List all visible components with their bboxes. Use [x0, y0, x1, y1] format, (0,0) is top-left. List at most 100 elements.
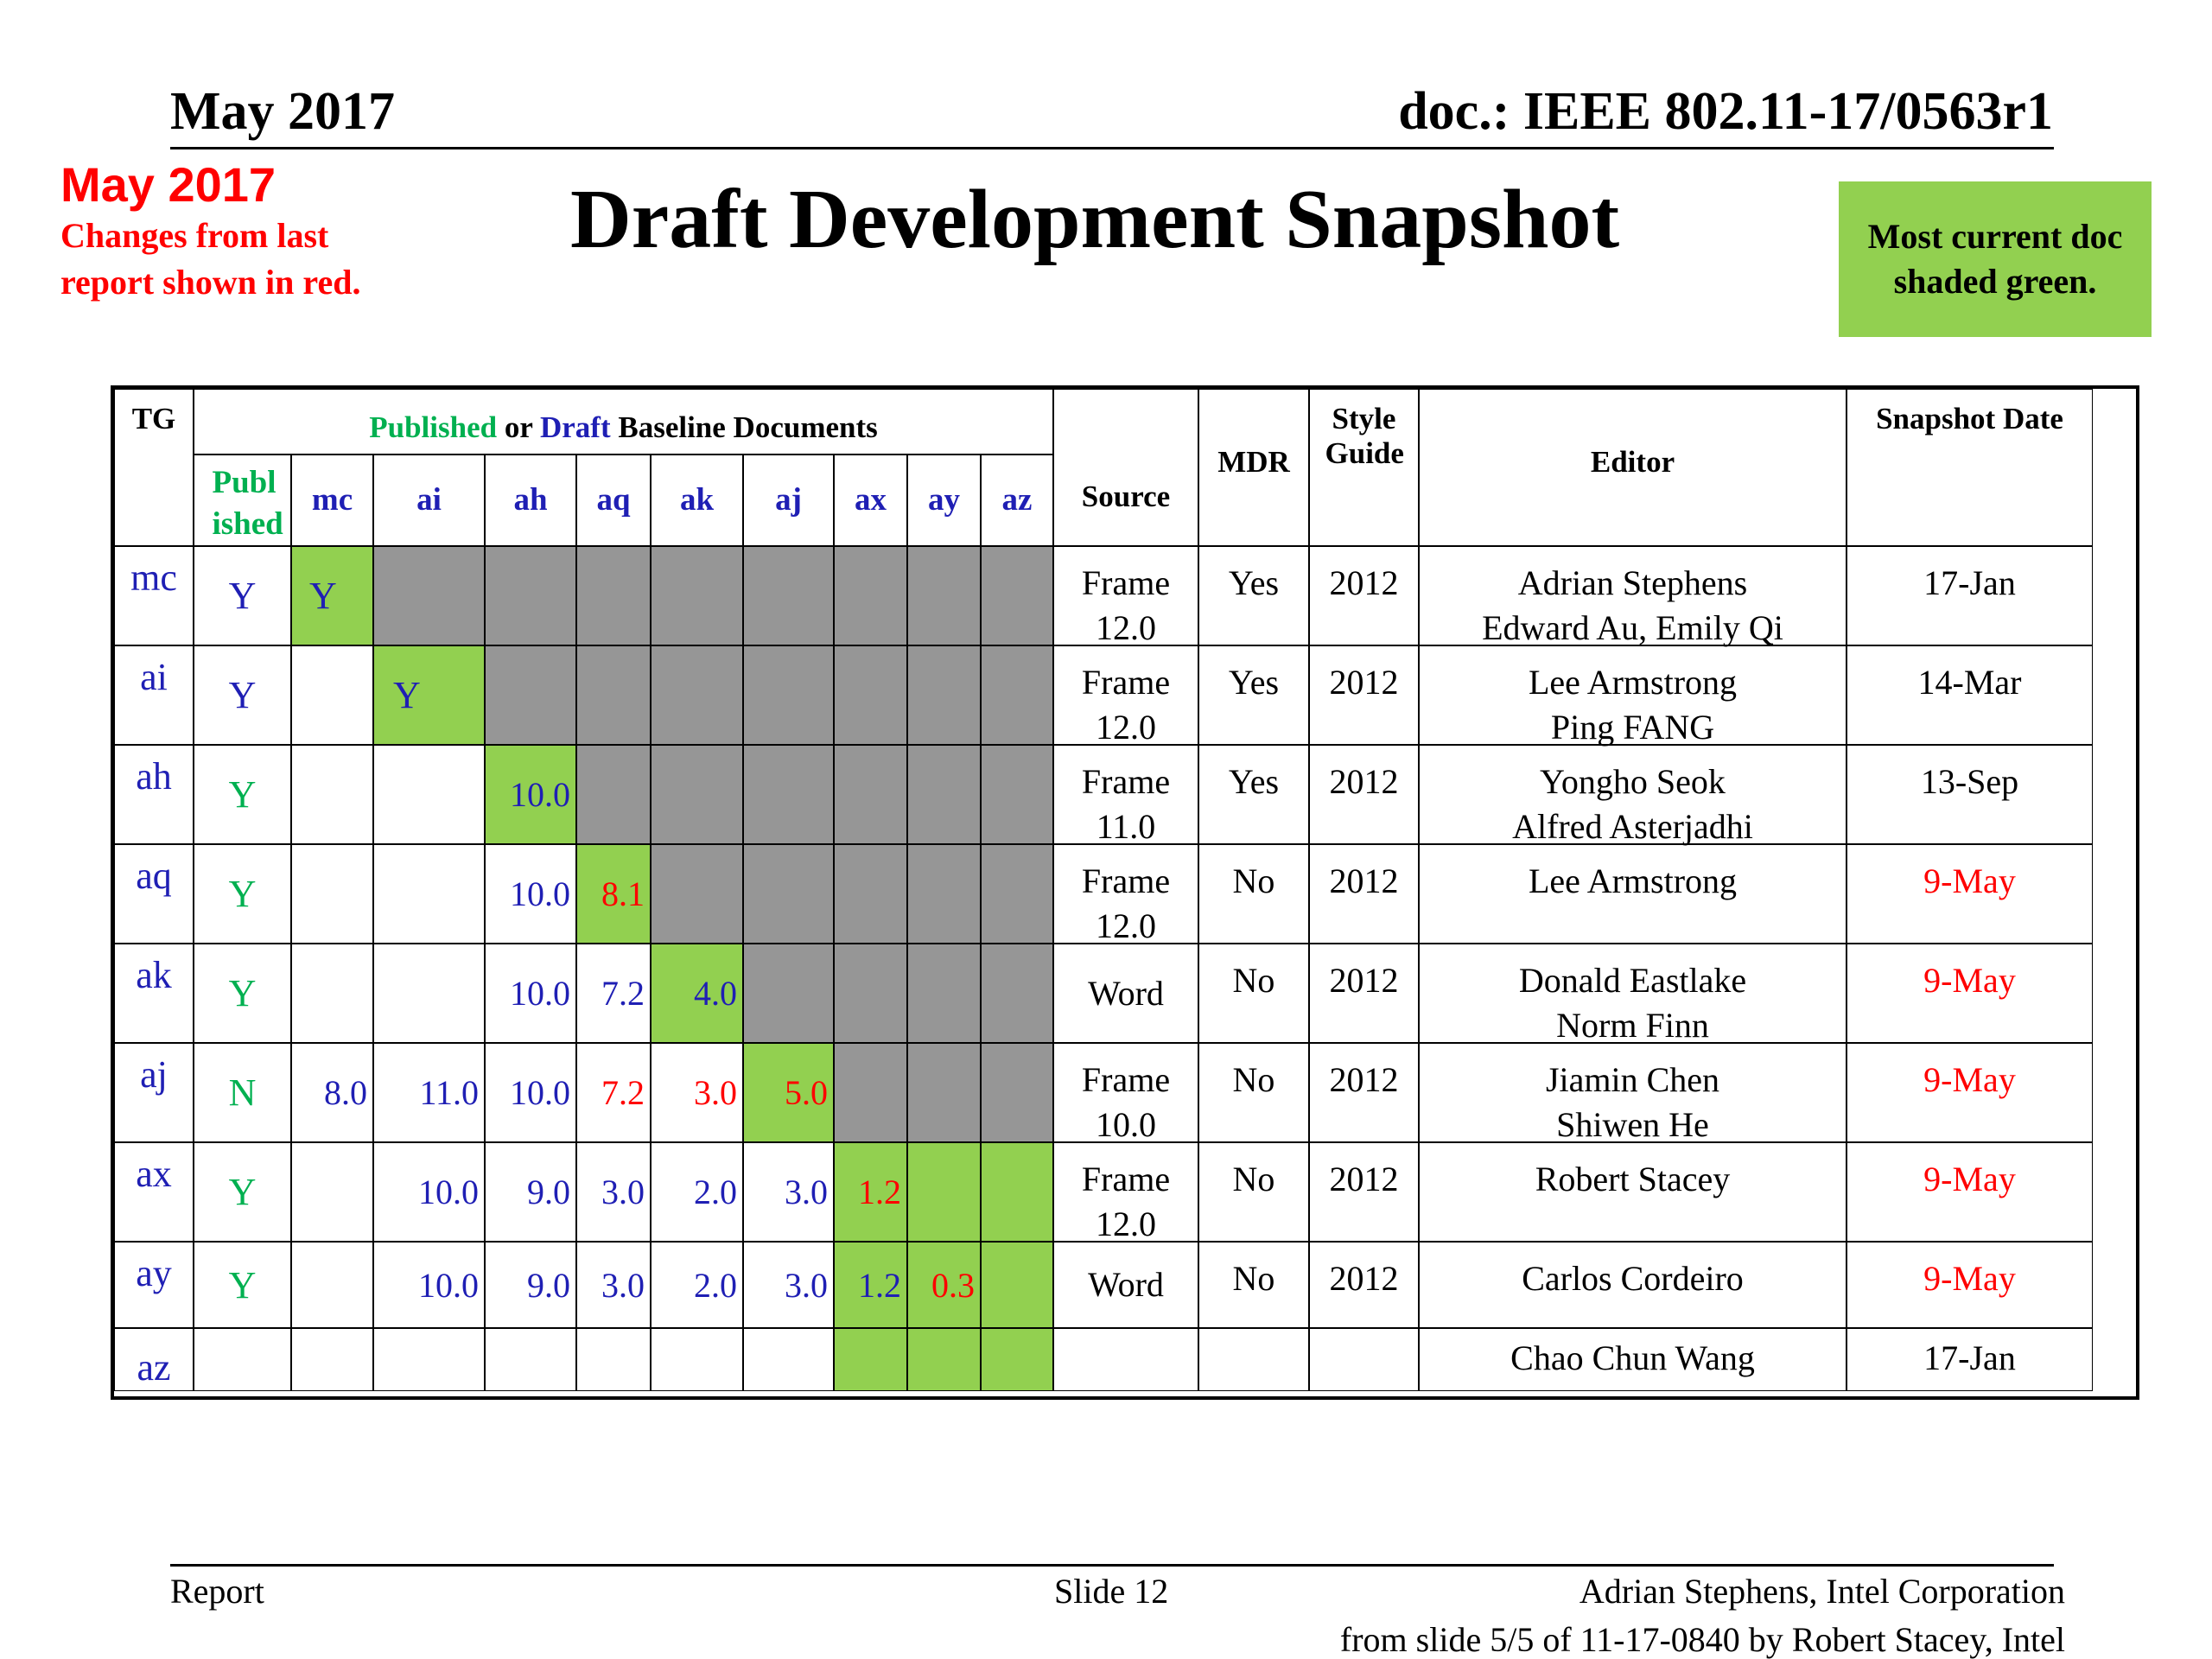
row-aj-tg-text: aj	[140, 1053, 168, 1096]
footer-left: Report	[170, 1572, 264, 1611]
row-mc-source-text: Frame 12.0	[1081, 563, 1171, 647]
row-mc-mdr-text: Yes	[1228, 563, 1280, 602]
row-ay-col-aj: 3.0	[743, 1242, 834, 1328]
row-aq-style-guide-text: 2012	[1329, 861, 1399, 900]
row-ay-source: Word	[1053, 1242, 1198, 1328]
row-mc-col-ak	[651, 546, 743, 645]
row-aq-snapshot-date-text: 9-May	[1923, 861, 2016, 900]
row-aq-editor-text: Lee Armstrong	[1528, 861, 1738, 900]
row-ax-tg-text: ax	[136, 1153, 172, 1195]
row-ak-editor: Donald Eastlake Norm Finn	[1419, 944, 1847, 1045]
row-aq-published: Y	[194, 844, 291, 944]
row-ai-source-text: Frame 12.0	[1081, 663, 1171, 747]
snapshot-table: TG Published or Draft Baseline Documents P…	[111, 385, 2139, 1400]
header-col-ak-text: ak	[679, 482, 715, 518]
row-ak-mdr: No	[1198, 944, 1309, 1043]
row-aj-source: Frame 10.0	[1053, 1043, 1198, 1144]
row-aq-style-guide: 2012	[1309, 844, 1419, 944]
row-ai-style-guide-text: 2012	[1329, 663, 1399, 702]
row-aq-col-aq-text: 8.1	[601, 874, 645, 913]
row-ax-col-ay	[907, 1142, 981, 1242]
row-aq-col-ay	[907, 844, 981, 944]
row-ak-tg: ak	[114, 944, 194, 1043]
row-ai-published: Y	[194, 645, 291, 745]
header-mdr-text: MDR	[1217, 445, 1290, 479]
row-ah-mdr: Yes	[1198, 745, 1309, 844]
header-col-mc: mc	[291, 454, 373, 546]
row-aq-mdr: No	[1198, 844, 1309, 944]
row-ay-published: Y	[194, 1242, 291, 1328]
row-aq-col-ax	[834, 844, 907, 944]
header-editor: Editor	[1419, 389, 1847, 546]
row-mc-source: Frame 12.0	[1053, 546, 1198, 647]
row-aq-source: Frame 12.0	[1053, 844, 1198, 945]
row-aq-col-aj	[743, 844, 834, 944]
row-ax-col-mc	[291, 1142, 373, 1242]
row-ax-snapshot-date: 9-May	[1847, 1142, 2093, 1242]
row-ak-col-ai	[373, 944, 485, 1043]
row-ax-col-ak-text: 2.0	[694, 1173, 737, 1211]
row-mc-col-az	[981, 546, 1053, 645]
row-ax-published-text: Y	[228, 1171, 257, 1213]
row-mc-editor: Adrian Stephens Edward Au, Emily Qi	[1419, 546, 1847, 647]
row-ay-mdr: No	[1198, 1242, 1309, 1328]
row-aj-col-ai: 11.0	[373, 1043, 485, 1142]
header-published-text: Publ ished	[212, 465, 283, 542]
header-mdr: MDR	[1198, 389, 1309, 546]
row-mc-col-aq	[576, 546, 651, 645]
header-editor-text: Editor	[1590, 445, 1675, 479]
row-ax-col-aj: 3.0	[743, 1142, 834, 1242]
header-snapshot-date: Snapshot Date	[1847, 389, 2093, 546]
row-ai-col-ak	[651, 645, 743, 745]
row-aj-col-aj-text: 5.0	[785, 1073, 828, 1112]
row-ai-snapshot-date: 14-Mar	[1847, 645, 2093, 745]
row-aj-editor-text: Jiamin Chen Shiwen He	[1545, 1060, 1720, 1144]
header-divider	[170, 147, 2054, 149]
row-ak-published: Y	[194, 944, 291, 1043]
row-ak-style-guide: 2012	[1309, 944, 1419, 1043]
row-ax-style-guide: 2012	[1309, 1142, 1419, 1242]
row-ak-snapshot-date-text: 9-May	[1923, 961, 2016, 1000]
header-col-aq: aq	[576, 454, 651, 546]
row-aq-source-text: Frame 12.0	[1081, 861, 1171, 945]
row-aj-snapshot-date-text: 9-May	[1923, 1060, 2016, 1099]
row-aq-col-aq: 8.1	[576, 844, 651, 944]
row-ax-source: Frame 12.0	[1053, 1142, 1198, 1243]
row-az-snapshot-date: 17-Jan	[1847, 1328, 2093, 1391]
row-ax-col-ai: 10.0	[373, 1142, 485, 1242]
row-ai-col-aq	[576, 645, 651, 745]
row-ay-col-ak: 2.0	[651, 1242, 743, 1328]
row-aq-mdr-text: No	[1232, 861, 1275, 900]
row-mc-style-guide-text: 2012	[1329, 563, 1399, 602]
row-ai-col-aj	[743, 645, 834, 745]
row-ay-col-ay: 0.3	[907, 1242, 981, 1328]
row-ai-col-ai-text: Y	[393, 674, 421, 716]
row-aq-col-ah-text: 10.0	[510, 874, 570, 913]
row-ax-col-ah: 9.0	[485, 1142, 576, 1242]
row-aj-col-ak-text: 3.0	[694, 1073, 737, 1112]
row-ax-editor: Robert Stacey	[1419, 1142, 1847, 1242]
row-ax-col-aj-text: 3.0	[785, 1173, 828, 1211]
row-ah-style-guide: 2012	[1309, 745, 1419, 844]
row-mc-col-mc: Y	[291, 546, 373, 645]
row-ax-snapshot-date-text: 9-May	[1923, 1160, 2016, 1198]
row-ay-col-ak-text: 2.0	[694, 1265, 737, 1305]
header-col-ai: ai	[373, 454, 485, 546]
row-mc-published-text: Y	[228, 575, 257, 617]
header-col-ay-text: ay	[928, 482, 960, 518]
row-ax-col-ai-text: 10.0	[418, 1173, 479, 1211]
row-aq-col-mc	[291, 844, 373, 944]
row-ah-snapshot-date: 13-Sep	[1847, 745, 2093, 844]
row-ak-snapshot-date: 9-May	[1847, 944, 2093, 1043]
row-az-col-ah	[485, 1328, 576, 1391]
row-ay-col-aj-text: 3.0	[785, 1265, 828, 1305]
row-ax-col-ax: 1.2	[834, 1142, 907, 1242]
row-mc-col-aj	[743, 546, 834, 645]
row-ax-style-guide-text: 2012	[1329, 1160, 1399, 1198]
row-aj-col-az	[981, 1043, 1053, 1142]
header-doc-number: doc.: IEEE 802.11-17/0563r1	[1398, 82, 2053, 141]
row-aq-tg-text: aq	[136, 855, 172, 897]
header-baseline-published: Published	[369, 410, 498, 444]
row-ai-editor: Lee Armstrong Ping FANG	[1419, 645, 1847, 747]
row-ak-col-ah: 10.0	[485, 944, 576, 1043]
